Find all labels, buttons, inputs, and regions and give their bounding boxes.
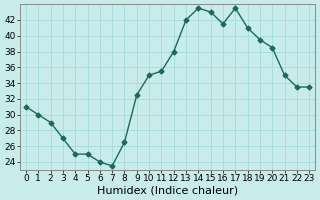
X-axis label: Humidex (Indice chaleur): Humidex (Indice chaleur)	[97, 186, 238, 196]
